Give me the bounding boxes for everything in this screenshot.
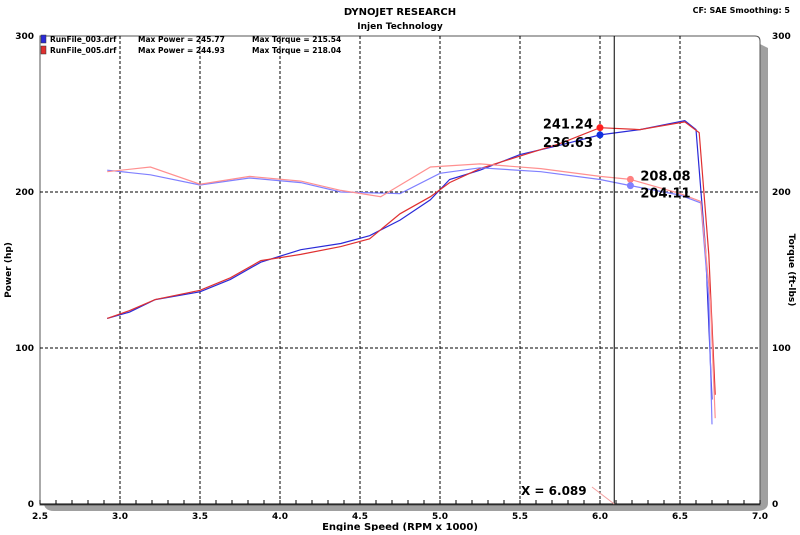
y2-tick-label: 300 [772,32,791,42]
series-line-2 [107,167,713,425]
y-tick-label: 200 [15,188,34,198]
series-line-1 [107,121,716,395]
y-tick-label: 100 [15,344,34,354]
y-tick-label: 300 [15,32,34,42]
legend-file: RunFile_003.drf [50,35,117,44]
legend-swatch [40,34,47,44]
legend-file: RunFile_005.drf [50,46,117,55]
x-tick-label: 4.0 [272,512,288,522]
series-line-0 [107,119,713,400]
cursor-pointer [591,486,615,505]
legend-max-power: Max Power = 245.77 [138,35,225,44]
y2-tick-label: 200 [772,188,791,198]
legend-max-torque: Max Torque = 218.04 [252,46,341,55]
marker-point [626,175,634,183]
series-line-3 [107,163,716,419]
marker-point [596,124,604,132]
marker-label: 208.08 [640,169,690,184]
legend: RunFile_003.drf Max Power = 245.77 Max Tor… [40,34,341,55]
x-tick-label: 3.5 [192,512,208,522]
marker-label: 236.63 [543,136,593,151]
chart-subtitle: Injen Technology [357,22,443,32]
x-tick-label: 6.0 [592,512,608,522]
marker-label: 241.24 [543,118,593,133]
x-tick-label: 4.5 [352,512,368,522]
x-tick-label: 6.5 [672,512,688,522]
y2-tick-label: 100 [772,344,791,354]
x-tick-label: 3.0 [112,512,128,522]
x-tick-label: 2.5 [32,512,48,522]
x-axis-label: Engine Speed (RPM x 1000) [322,522,478,531]
cursor-label: X = 6.089 [521,484,587,498]
settings-label: CF: SAE Smoothing: 5 [693,6,791,15]
x-tick-label: 5.5 [512,512,528,522]
marker-point [596,131,604,139]
chart-title: DYNOJET RESEARCH [344,7,456,18]
x-tick-label: 5.0 [432,512,448,522]
plot-frame [39,35,761,506]
legend-max-power: Max Power = 244.93 [138,46,225,55]
x-tick-label: 7.0 [752,512,768,522]
y-axis-label: Power (hp) [4,242,14,298]
y-tick-label: 0 [28,500,34,510]
legend-swatch [40,45,47,55]
legend-max-torque: Max Torque = 215.54 [252,35,341,44]
y2-tick-label: 0 [772,500,778,510]
y2-axis-label: Torque (ft-lbs) [786,234,796,307]
marker-point [626,182,634,190]
marker-label: 204.11 [640,187,690,202]
